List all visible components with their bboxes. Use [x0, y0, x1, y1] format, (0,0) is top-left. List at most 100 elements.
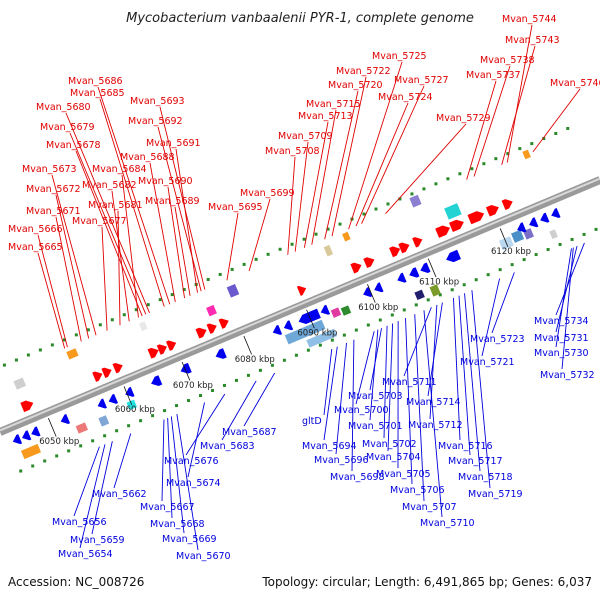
- gene-label-forward[interactable]: Mvan_5685: [70, 88, 125, 99]
- gene-label-forward[interactable]: Mvan_5688: [120, 152, 175, 163]
- forward-gene-arrow: [20, 400, 34, 413]
- gene-label-forward[interactable]: Mvan_5692: [128, 116, 183, 127]
- gene-label-forward[interactable]: Mvan_5722: [336, 66, 391, 77]
- gene-label-reverse[interactable]: Mvan_5656: [52, 517, 107, 528]
- gene-label-reverse[interactable]: Mvan_5710: [420, 518, 475, 529]
- gene-label-reverse[interactable]: Mvan_5731: [534, 333, 589, 344]
- gene-label-forward[interactable]: Mvan_5672: [26, 184, 81, 195]
- gene-label-reverse[interactable]: Mvan_5698: [330, 472, 385, 483]
- gene-label-reverse[interactable]: Mvan_5730: [534, 348, 589, 359]
- gene-label-reverse[interactable]: Mvan_5667: [140, 502, 195, 513]
- gene-label-reverse[interactable]: Mvan_5704: [366, 452, 421, 463]
- gene-label-forward[interactable]: Mvan_5746: [550, 78, 600, 89]
- gene-label-reverse[interactable]: Mvan_5717: [448, 456, 503, 467]
- gene-label-forward[interactable]: Mvan_5665: [8, 242, 63, 253]
- gene-label-reverse[interactable]: Mvan_5701: [348, 421, 403, 432]
- leader-line-reverse: [176, 414, 199, 551]
- gene-label-forward[interactable]: Mvan_5713: [298, 111, 353, 122]
- gene-label-forward[interactable]: Mvan_5743: [505, 35, 560, 46]
- gene-label-reverse[interactable]: Mvan_5719: [468, 489, 523, 500]
- dots-reverse-outer: [234, 378, 238, 382]
- forward-gene-arrow: [485, 204, 499, 217]
- gene-label-forward[interactable]: Mvan_5671: [26, 206, 81, 217]
- gene-label-reverse[interactable]: Mvan_5694: [302, 441, 357, 452]
- gene-label-reverse[interactable]: Mvan_5687: [222, 427, 277, 438]
- dots-reverse-outer: [498, 268, 502, 272]
- gene-label-reverse[interactable]: Mvan_5711: [382, 377, 437, 388]
- gene-label-forward[interactable]: Mvan_5682: [82, 180, 137, 191]
- leader-line-reverse: [170, 416, 185, 534]
- gene-label-reverse[interactable]: Mvan_5700: [334, 405, 389, 416]
- leader-line-reverse: [167, 417, 173, 519]
- reverse-gene-arrow-shape: [551, 207, 561, 218]
- feature-box: [98, 415, 110, 427]
- gene-label-reverse[interactable]: Mvan_5702: [362, 439, 417, 450]
- gene-label-forward[interactable]: Mvan_5693: [130, 96, 185, 107]
- gene-label-forward[interactable]: Mvan_5729: [436, 113, 491, 124]
- gene-label-reverse[interactable]: Mvan_5716: [438, 441, 493, 452]
- gene-label-reverse[interactable]: Mvan_5662: [92, 489, 147, 500]
- gene-label-forward[interactable]: Mvan_5681: [88, 200, 143, 211]
- gene-label-forward[interactable]: Mvan_5677: [72, 216, 127, 227]
- feature-box: [206, 304, 217, 317]
- reverse-gene-arrow: [180, 362, 192, 374]
- gene-label-reverse[interactable]: Mvan_5696: [314, 455, 369, 466]
- gene-label-reverse[interactable]: Mvan_5703: [348, 391, 403, 402]
- gene-label-reverse[interactable]: gltD: [302, 416, 322, 427]
- gene-label-reverse[interactable]: Mvan_5723: [470, 334, 525, 345]
- gene-label-forward[interactable]: Mvan_5678: [46, 140, 101, 151]
- gene-label-reverse[interactable]: Mvan_5683: [200, 441, 255, 452]
- reverse-gene-arrow: [60, 413, 71, 424]
- gene-label-forward[interactable]: Mvan_5673: [22, 164, 77, 175]
- gene-label-reverse[interactable]: Mvan_5706: [390, 485, 445, 496]
- gene-label-reverse[interactable]: Mvan_5669: [162, 534, 217, 545]
- gene-label-forward[interactable]: Mvan_5699: [240, 188, 295, 199]
- gene-label-forward[interactable]: Mvan_5679: [40, 122, 95, 133]
- gene-label-reverse[interactable]: Mvan_5707: [402, 502, 457, 513]
- gene-label-forward[interactable]: Mvan_5666: [8, 224, 63, 235]
- gene-label-reverse[interactable]: Mvan_5734: [534, 316, 589, 327]
- forward-gene-arrow-shape: [398, 242, 410, 254]
- gene-label-forward[interactable]: Mvan_5725: [372, 51, 427, 62]
- feature-box-shape: [13, 377, 27, 390]
- gene-label-forward[interactable]: Mvan_5691: [146, 138, 201, 149]
- dots-forward-outer: [338, 222, 342, 226]
- dots-forward-outer: [470, 167, 474, 171]
- leader-line-reverse: [369, 328, 382, 391]
- gene-label-reverse[interactable]: Mvan_5705: [376, 469, 431, 480]
- gene-label-forward[interactable]: Mvan_5720: [328, 80, 383, 91]
- gene-label-forward[interactable]: Mvan_5690: [138, 176, 193, 187]
- gene-label-reverse[interactable]: Mvan_5721: [460, 357, 515, 368]
- gene-label-reverse[interactable]: Mvan_5659: [70, 535, 125, 546]
- gene-label-forward[interactable]: Mvan_5708: [265, 146, 320, 157]
- gene-label-reverse[interactable]: Mvan_5714: [406, 397, 461, 408]
- gene-label-forward[interactable]: Mvan_5744: [502, 14, 557, 25]
- gene-label-forward[interactable]: Mvan_5727: [394, 75, 449, 86]
- gene-label-forward[interactable]: Mvan_5737: [466, 70, 521, 81]
- dots-reverse-outer: [414, 303, 418, 307]
- gene-label-reverse[interactable]: Mvan_5732: [540, 370, 595, 381]
- gene-label-forward[interactable]: Mvan_5686: [68, 76, 123, 87]
- forward-gene-arrow-shape: [156, 344, 167, 355]
- gene-label-forward[interactable]: Mvan_5684: [92, 164, 147, 175]
- gene-label-reverse[interactable]: Mvan_5676: [164, 456, 219, 467]
- gene-label-reverse[interactable]: Mvan_5712: [408, 420, 463, 431]
- leader-line-reverse: [387, 323, 394, 452]
- gene-label-forward[interactable]: Mvan_5695: [208, 202, 263, 213]
- leader-line-reverse: [403, 307, 432, 377]
- gene-label-forward[interactable]: Mvan_5738: [480, 55, 535, 66]
- forward-gene-arrow-shape: [20, 400, 34, 413]
- gene-label-forward[interactable]: Mvan_5724: [378, 92, 433, 103]
- gene-label-forward[interactable]: Mvan_5680: [36, 102, 91, 113]
- dots-forward-outer: [38, 348, 42, 352]
- feature-box: [444, 203, 462, 220]
- gene-label-reverse[interactable]: Mvan_5674: [166, 478, 221, 489]
- gene-label-reverse[interactable]: Mvan_5718: [458, 472, 513, 483]
- forward-gene-arrow: [467, 211, 485, 225]
- gene-label-forward[interactable]: Mvan_5709: [278, 131, 333, 142]
- gene-label-reverse[interactable]: Mvan_5668: [150, 519, 205, 530]
- gene-label-forward[interactable]: Mvan_5715: [306, 99, 361, 110]
- gene-label-forward[interactable]: Mvan_5689: [145, 196, 200, 207]
- gene-label-reverse[interactable]: Mvan_5654: [58, 549, 113, 560]
- gene-label-reverse[interactable]: Mvan_5670: [176, 551, 231, 562]
